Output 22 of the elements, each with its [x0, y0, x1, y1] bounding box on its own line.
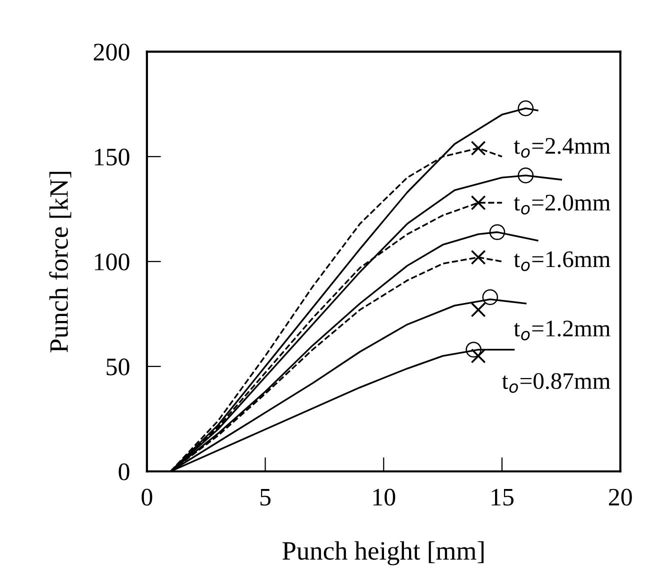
annotation: t$_{o}$=1.6mm [514, 251, 610, 272]
annotation: t$_{o}$=2.4mm [514, 138, 610, 158]
y-axis-title: Punch force [kN] [49, 172, 72, 352]
y-tick-label: 50 [106, 358, 130, 376]
point [470, 302, 486, 318]
point [470, 348, 486, 364]
x-tick-label: 15 [492, 488, 514, 506]
x-tick-label: 20 [608, 488, 632, 506]
y-tick-label: 200 [94, 44, 130, 61]
x-tick-label: 10 [373, 488, 396, 506]
y-tick-label: 150 [94, 148, 130, 166]
point [470, 250, 486, 265]
y-tick-label: 0 [118, 463, 130, 480]
annotation: t$_{o}$=2.0mm [514, 194, 610, 215]
annotation: t$_{o}$=1.2mm [514, 320, 610, 340]
x-tick-label: 5 [260, 489, 271, 506]
point [470, 140, 486, 156]
y-tick-label: 100 [94, 254, 130, 270]
x-tick-label: 0 [142, 488, 152, 506]
annotation: t$_{o}$=0.87mm [502, 373, 610, 393]
point [470, 195, 486, 210]
x-axis-title: Punch height [mm] [282, 541, 484, 566]
